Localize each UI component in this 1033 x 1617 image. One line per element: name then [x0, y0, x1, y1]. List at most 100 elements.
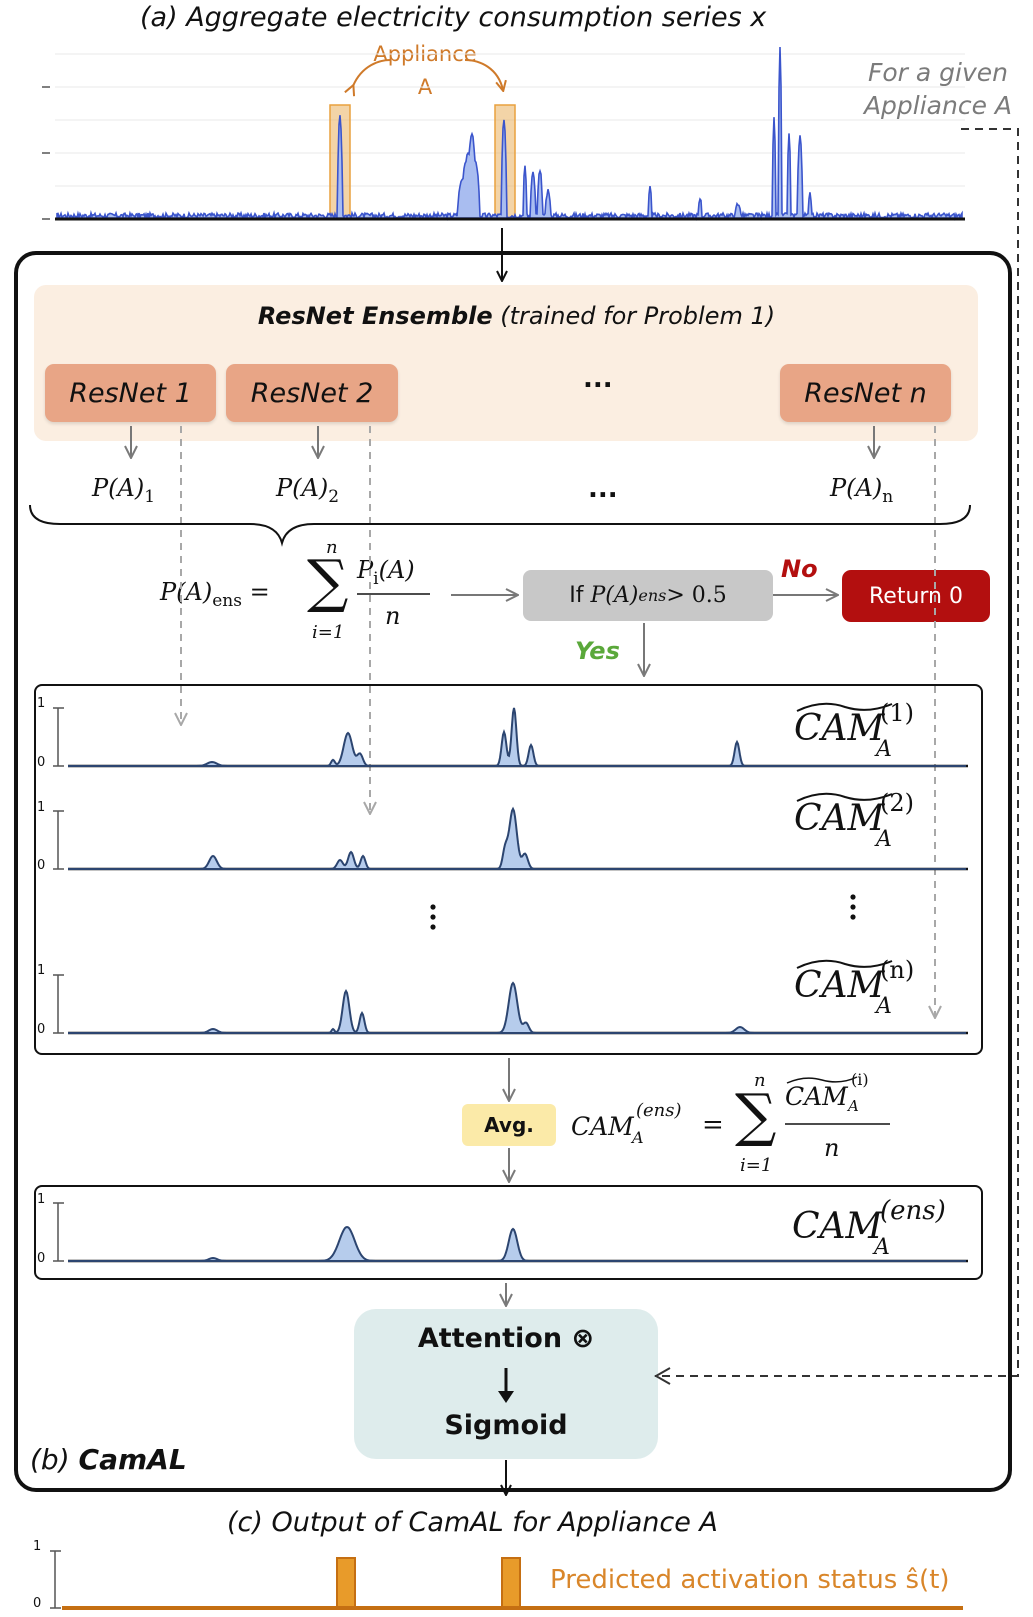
- prob-n: P(A)n: [830, 474, 893, 507]
- camal-label: (b) CamAL: [30, 1443, 187, 1476]
- camens-axis-bottom: 0: [37, 1251, 46, 1266]
- cam-ens-equals: =: [702, 1110, 724, 1140]
- output-activation-2: [501, 1557, 521, 1609]
- prob-1-sub: 1: [144, 486, 156, 507]
- condition-var: P(A): [590, 583, 639, 608]
- cam-2-label: CAM: [794, 798, 884, 839]
- aggregate-series-line: [56, 46, 963, 221]
- vdot-1b: [430, 914, 436, 920]
- given-line-1: For a given: [867, 58, 1008, 87]
- output-title: (c) Output of CamAL for Appliance A: [227, 1507, 718, 1538]
- camal-name: CamAL: [78, 1443, 187, 1476]
- cam-n-tilde: [796, 959, 893, 969]
- aggregate-chart: [42, 46, 965, 221]
- average-box: Avg.: [462, 1104, 556, 1146]
- no-label: No: [781, 555, 818, 583]
- output-axis: [50, 1550, 61, 1609]
- arrow-attention-sigmoid-head: [498, 1391, 514, 1403]
- cam-n-sub: A: [876, 994, 892, 1019]
- aggregate-series-title: (a) Aggregate electricity consumption se…: [140, 2, 767, 33]
- resnet-1-box: ResNet 1: [45, 364, 216, 422]
- yes-label: Yes: [575, 637, 620, 665]
- prob-1: P(A)1: [92, 474, 155, 507]
- cam-frac-num: CAM: [785, 1082, 848, 1111]
- cam-2-tilde: [796, 792, 893, 802]
- cam-ens-label: CAM: [792, 1206, 882, 1247]
- cam-ens-formula-lhs: CAM: [571, 1112, 634, 1141]
- given-appliance-note: For a given Appliance A: [848, 56, 1028, 122]
- cam-frac-den: n: [824, 1134, 840, 1162]
- cam2-axis-top: 1: [37, 800, 46, 815]
- cam1-axis-bottom: 0: [37, 755, 46, 770]
- given-appliance-dashed-path: [655, 128, 1019, 1377]
- cam2-axis: [53, 810, 64, 870]
- resnet-1-label: ResNet 1: [69, 377, 192, 409]
- camens-axis: [53, 1202, 64, 1262]
- output-axis-top: 1: [33, 1539, 42, 1554]
- predicted-status-label: Predicted activation status ŝ(t): [550, 1565, 950, 1595]
- cam-1-sup: (1): [880, 699, 914, 727]
- cam-1-base: CAM: [794, 708, 885, 749]
- prob-2: P(A)2: [276, 474, 339, 507]
- resnet-2-box: ResNet 2: [226, 364, 398, 422]
- cam-frac-num-sub: A: [848, 1097, 859, 1115]
- pens-lhs: P(A)ens =: [160, 578, 270, 611]
- resnet-n-box: ResNet n: [780, 364, 951, 422]
- condition-sub: ens: [638, 586, 667, 605]
- cam-n-label: CAM: [794, 965, 884, 1006]
- cam-frac-tilde: [786, 1076, 858, 1084]
- cam-frac-num-base: CAM: [785, 1082, 848, 1111]
- prob-n-base: P(A): [830, 474, 883, 502]
- resnet-ellipsis: ...: [583, 364, 613, 394]
- cam-ens-formula-sub: A: [632, 1128, 644, 1147]
- cam-ens-formula-sup: (ens): [636, 1100, 682, 1121]
- condition-prefix: If: [569, 583, 584, 608]
- ensemble-title-bold: ResNet Ensemble: [257, 302, 493, 330]
- average-label: Avg.: [484, 1113, 534, 1137]
- cam-n-sup: (n): [880, 956, 915, 984]
- cam-1-label: CAM: [794, 708, 884, 749]
- cam-ens-sub: A: [874, 1235, 890, 1260]
- sigmoid-label: Sigmoid: [444, 1410, 568, 1441]
- prob-1-base: P(A): [92, 474, 145, 502]
- sum-symbol: ∑: [307, 547, 349, 615]
- cam-sum-symbol: ∑: [735, 1081, 777, 1149]
- probabilities-brace: [29, 504, 971, 547]
- camens-axis-top: 1: [37, 1192, 46, 1207]
- output-axis-bottom: 0: [33, 1596, 42, 1611]
- cam-1-tilde: [796, 702, 893, 712]
- resnet-n-label: ResNet n: [804, 377, 927, 409]
- pens-lhs-sub: ens: [212, 590, 242, 611]
- output-chart: [50, 1550, 963, 1610]
- cam-2-sub: A: [876, 827, 892, 852]
- output-activation-1: [336, 1557, 356, 1609]
- cam-2-base: CAM: [794, 798, 885, 839]
- cam-1-curve: [68, 707, 966, 767]
- camal-prefix: (b): [30, 1443, 79, 1476]
- appliance-arrow-right: [464, 59, 503, 90]
- attention-label: Attention ⊗: [417, 1323, 595, 1354]
- camn-axis-bottom: 0: [37, 1022, 46, 1037]
- resnet-2-label: ResNet 2: [250, 377, 374, 409]
- condition-op: > 0.5: [666, 583, 727, 608]
- ensemble-title-rest: (trained for Problem 1): [492, 302, 776, 330]
- cam-sum-top: n: [754, 1070, 766, 1091]
- return-zero-box: Return 0: [842, 570, 990, 622]
- vdot-2a: [850, 894, 856, 900]
- cam-ens-panel-box: [34, 1185, 983, 1280]
- appliance-arrow-left: [353, 59, 391, 86]
- sum-top-n: n: [326, 537, 338, 558]
- prob-ellipsis: ...: [588, 474, 618, 504]
- return-zero-label: Return 0: [869, 583, 963, 609]
- ensemble-title: ResNet Ensemble (trained for Problem 1): [0, 302, 1033, 330]
- cam-ens-formula-base: CAM: [571, 1112, 634, 1141]
- cam-2-curve: [68, 806, 966, 870]
- cam-2-sup: (2): [880, 789, 914, 817]
- cam2-axis-bottom: 0: [37, 858, 46, 873]
- prob-2-base: P(A): [276, 474, 329, 502]
- given-line-2: Appliance A: [863, 91, 1013, 120]
- cam1-axis: [53, 707, 64, 767]
- vdot-2b: [850, 904, 856, 910]
